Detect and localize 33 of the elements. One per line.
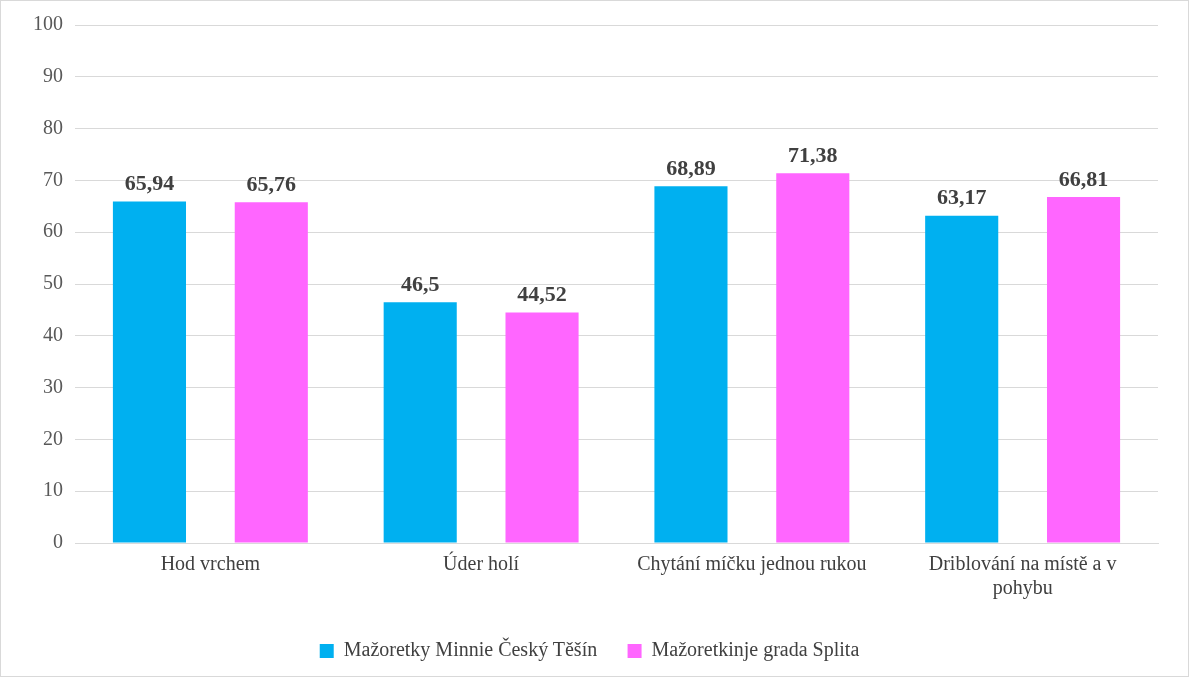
x-tick-label: Hod vrchem — [160, 552, 261, 575]
data-label: 65,94 — [124, 170, 175, 196]
data-label: 68,89 — [666, 154, 716, 180]
data-label: 63,17 — [936, 184, 987, 210]
y-tick-label: 0 — [53, 530, 63, 553]
data-label: 46,5 — [400, 270, 440, 296]
y-tick-label: 60 — [43, 219, 63, 242]
data-label: 66,81 — [1058, 165, 1109, 191]
data-label: 65,76 — [246, 171, 297, 197]
data-label: 44,52 — [517, 281, 567, 307]
bar — [383, 302, 457, 543]
legend-label: Mažoretkinje grada Splita — [651, 638, 860, 662]
y-tick-label: 50 — [43, 271, 63, 294]
bar — [925, 215, 999, 543]
bar — [776, 173, 850, 543]
y-tick-label: 100 — [33, 12, 63, 35]
bar — [1046, 196, 1121, 543]
y-tick-label: 70 — [43, 167, 63, 190]
x-tick-label: Úder holí — [443, 551, 520, 575]
y-tick-label: 30 — [43, 374, 63, 397]
bar — [654, 186, 728, 543]
y-tick-label: 10 — [43, 478, 63, 501]
bar — [234, 202, 308, 543]
y-tick-label: 40 — [43, 323, 63, 346]
legend-label: Mažoretky Minnie Český Těšín — [343, 637, 598, 662]
x-tick-label: Driblování na místě a v pohybu — [928, 552, 1117, 600]
x-tick-label: Chytání míčku jednou rukou — [637, 552, 867, 576]
bar — [112, 201, 187, 543]
bar — [505, 312, 579, 543]
y-tick-label: 20 — [43, 426, 63, 449]
data-label: 71,38 — [788, 141, 838, 167]
y-tick-label: 90 — [43, 64, 63, 87]
y-tick-label: 80 — [43, 115, 63, 138]
